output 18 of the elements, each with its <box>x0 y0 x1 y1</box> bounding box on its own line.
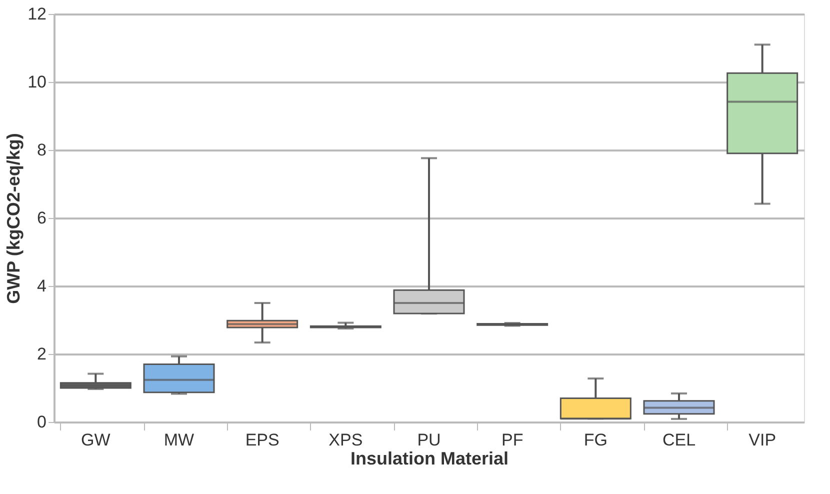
y-tick-label: 0 <box>37 412 46 432</box>
x-tick-label: MW <box>164 430 194 450</box>
x-tick-label: PF <box>501 430 524 450</box>
x-tick-label: PU <box>417 430 441 450</box>
y-axis-title: GWP (kgCO2-eq/kg) <box>4 133 24 304</box>
x-tick-label: EPS <box>245 430 280 450</box>
y-tick-label: 2 <box>37 344 46 364</box>
x-axis-title: Insulation Material <box>350 448 509 468</box>
y-tick-label: 10 <box>28 72 46 92</box>
y-tick-label: 8 <box>37 140 46 160</box>
x-tick-label: VIP <box>748 430 776 450</box>
y-tick-label: 6 <box>37 208 46 228</box>
x-tick-label: CEL <box>662 430 696 450</box>
x-tick-label: GW <box>81 430 110 450</box>
y-tick-label: 4 <box>37 276 46 296</box>
x-tick-label: FG <box>584 430 608 450</box>
x-tick-label: XPS <box>328 430 363 450</box>
y-tick-label: 12 <box>28 4 46 24</box>
